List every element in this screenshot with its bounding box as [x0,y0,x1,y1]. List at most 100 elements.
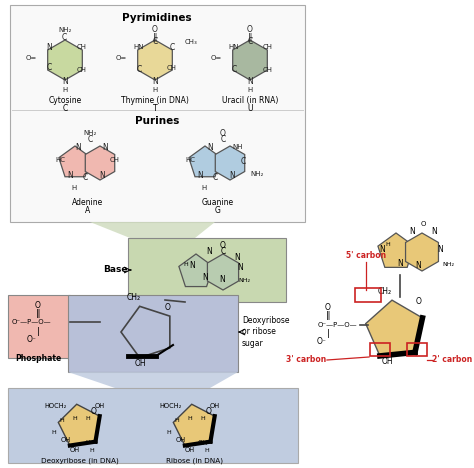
Text: U: U [247,104,253,113]
Text: N: N [152,78,158,87]
Text: OH: OH [176,437,186,443]
Text: Purines: Purines [135,116,179,126]
Text: OH: OH [61,437,71,443]
Text: O: O [247,25,253,35]
Text: C: C [220,247,226,256]
Text: N: N [237,263,243,272]
Text: C: C [247,37,253,46]
Polygon shape [208,254,238,290]
Text: H: H [205,447,210,453]
Text: NH: NH [233,144,243,150]
Polygon shape [378,233,414,267]
Text: N: N [206,247,212,256]
Text: ‖: ‖ [153,32,157,42]
Text: C: C [220,136,226,145]
Text: O⁻—P—O—: O⁻—P—O— [318,322,357,328]
Text: C: C [46,64,52,73]
Text: |: | [36,327,39,336]
Text: NH₂: NH₂ [238,278,250,283]
Polygon shape [48,40,82,80]
Text: HOCH₂: HOCH₂ [45,403,67,409]
Text: Thymine (in DNA): Thymine (in DNA) [121,96,189,105]
Text: N: N [437,246,443,255]
Polygon shape [365,300,422,356]
Text: N: N [189,262,195,271]
Text: CH₂: CH₂ [127,292,141,301]
Text: O: O [325,304,331,313]
Text: OH: OH [185,447,195,453]
Text: H: H [188,416,192,421]
Text: T: T [153,104,157,113]
Text: H: H [183,263,188,268]
Text: ‖: ‖ [326,312,330,321]
Text: O=: O= [115,55,127,61]
Text: C: C [61,32,67,42]
Text: N: N [415,261,421,270]
Text: Deoxyribose
or ribose
sugar: Deoxyribose or ribose sugar [242,316,290,348]
Text: Adenine: Adenine [73,198,104,207]
Text: ‖: ‖ [36,308,40,317]
FancyBboxPatch shape [10,5,305,222]
Text: N: N [409,227,415,236]
Text: CH: CH [77,44,87,50]
Text: Pyrimidines: Pyrimidines [122,13,192,23]
Text: O⁻: O⁻ [317,337,327,346]
Text: Uracil (in RNA): Uracil (in RNA) [222,96,278,105]
Text: OH: OH [70,447,80,453]
Text: NH₂: NH₂ [442,262,454,266]
Text: H: H [247,87,253,93]
Text: OH: OH [134,359,146,368]
Text: N: N [379,246,385,255]
Bar [370,343,390,356]
Text: H: H [86,440,91,446]
Text: OH: OH [381,358,393,366]
Text: H: H [90,447,94,453]
Text: N: N [67,170,73,180]
Text: H: H [60,417,64,423]
Text: CH₃: CH₃ [185,39,198,45]
Text: HN: HN [229,44,239,50]
Text: Deoxyribose (in DNA): Deoxyribose (in DNA) [41,458,119,465]
Text: ‖: ‖ [248,32,252,42]
Text: HOCH₂: HOCH₂ [160,403,182,409]
Text: NH₂: NH₂ [250,171,264,177]
Text: N: N [46,43,52,51]
Text: H: H [201,416,205,421]
Text: N: N [202,273,208,283]
Text: CH: CH [77,67,87,73]
Text: O=: O= [26,55,36,61]
Text: O: O [220,241,226,249]
Text: OH: OH [95,403,105,409]
FancyBboxPatch shape [128,238,286,302]
Text: O⁻—P—O—: O⁻—P—O— [12,319,52,325]
Text: H: H [63,87,68,93]
Text: N: N [102,142,108,152]
Text: C: C [87,136,92,145]
Polygon shape [121,307,170,358]
Text: H: H [72,185,77,191]
Polygon shape [189,146,221,177]
Text: N: N [197,170,203,180]
Polygon shape [90,222,215,242]
Text: CH: CH [263,44,273,50]
Polygon shape [137,40,173,80]
Text: C: C [240,156,246,166]
Polygon shape [233,40,267,80]
Text: H: H [201,185,207,191]
Text: HC: HC [185,157,195,163]
Text: N: N [397,259,403,269]
Text: O: O [35,300,41,309]
Polygon shape [59,146,91,177]
Text: H: H [73,416,77,421]
Bar [355,288,381,302]
Text: G: G [215,206,221,215]
Text: NH₂: NH₂ [83,130,97,136]
Text: Guanine: Guanine [202,198,234,207]
Text: N: N [234,254,240,263]
Text: Base: Base [103,265,128,275]
Text: N: N [207,142,213,152]
FancyBboxPatch shape [8,388,298,463]
Text: O: O [416,297,422,306]
Text: O: O [91,407,97,416]
Text: HN: HN [134,44,144,50]
